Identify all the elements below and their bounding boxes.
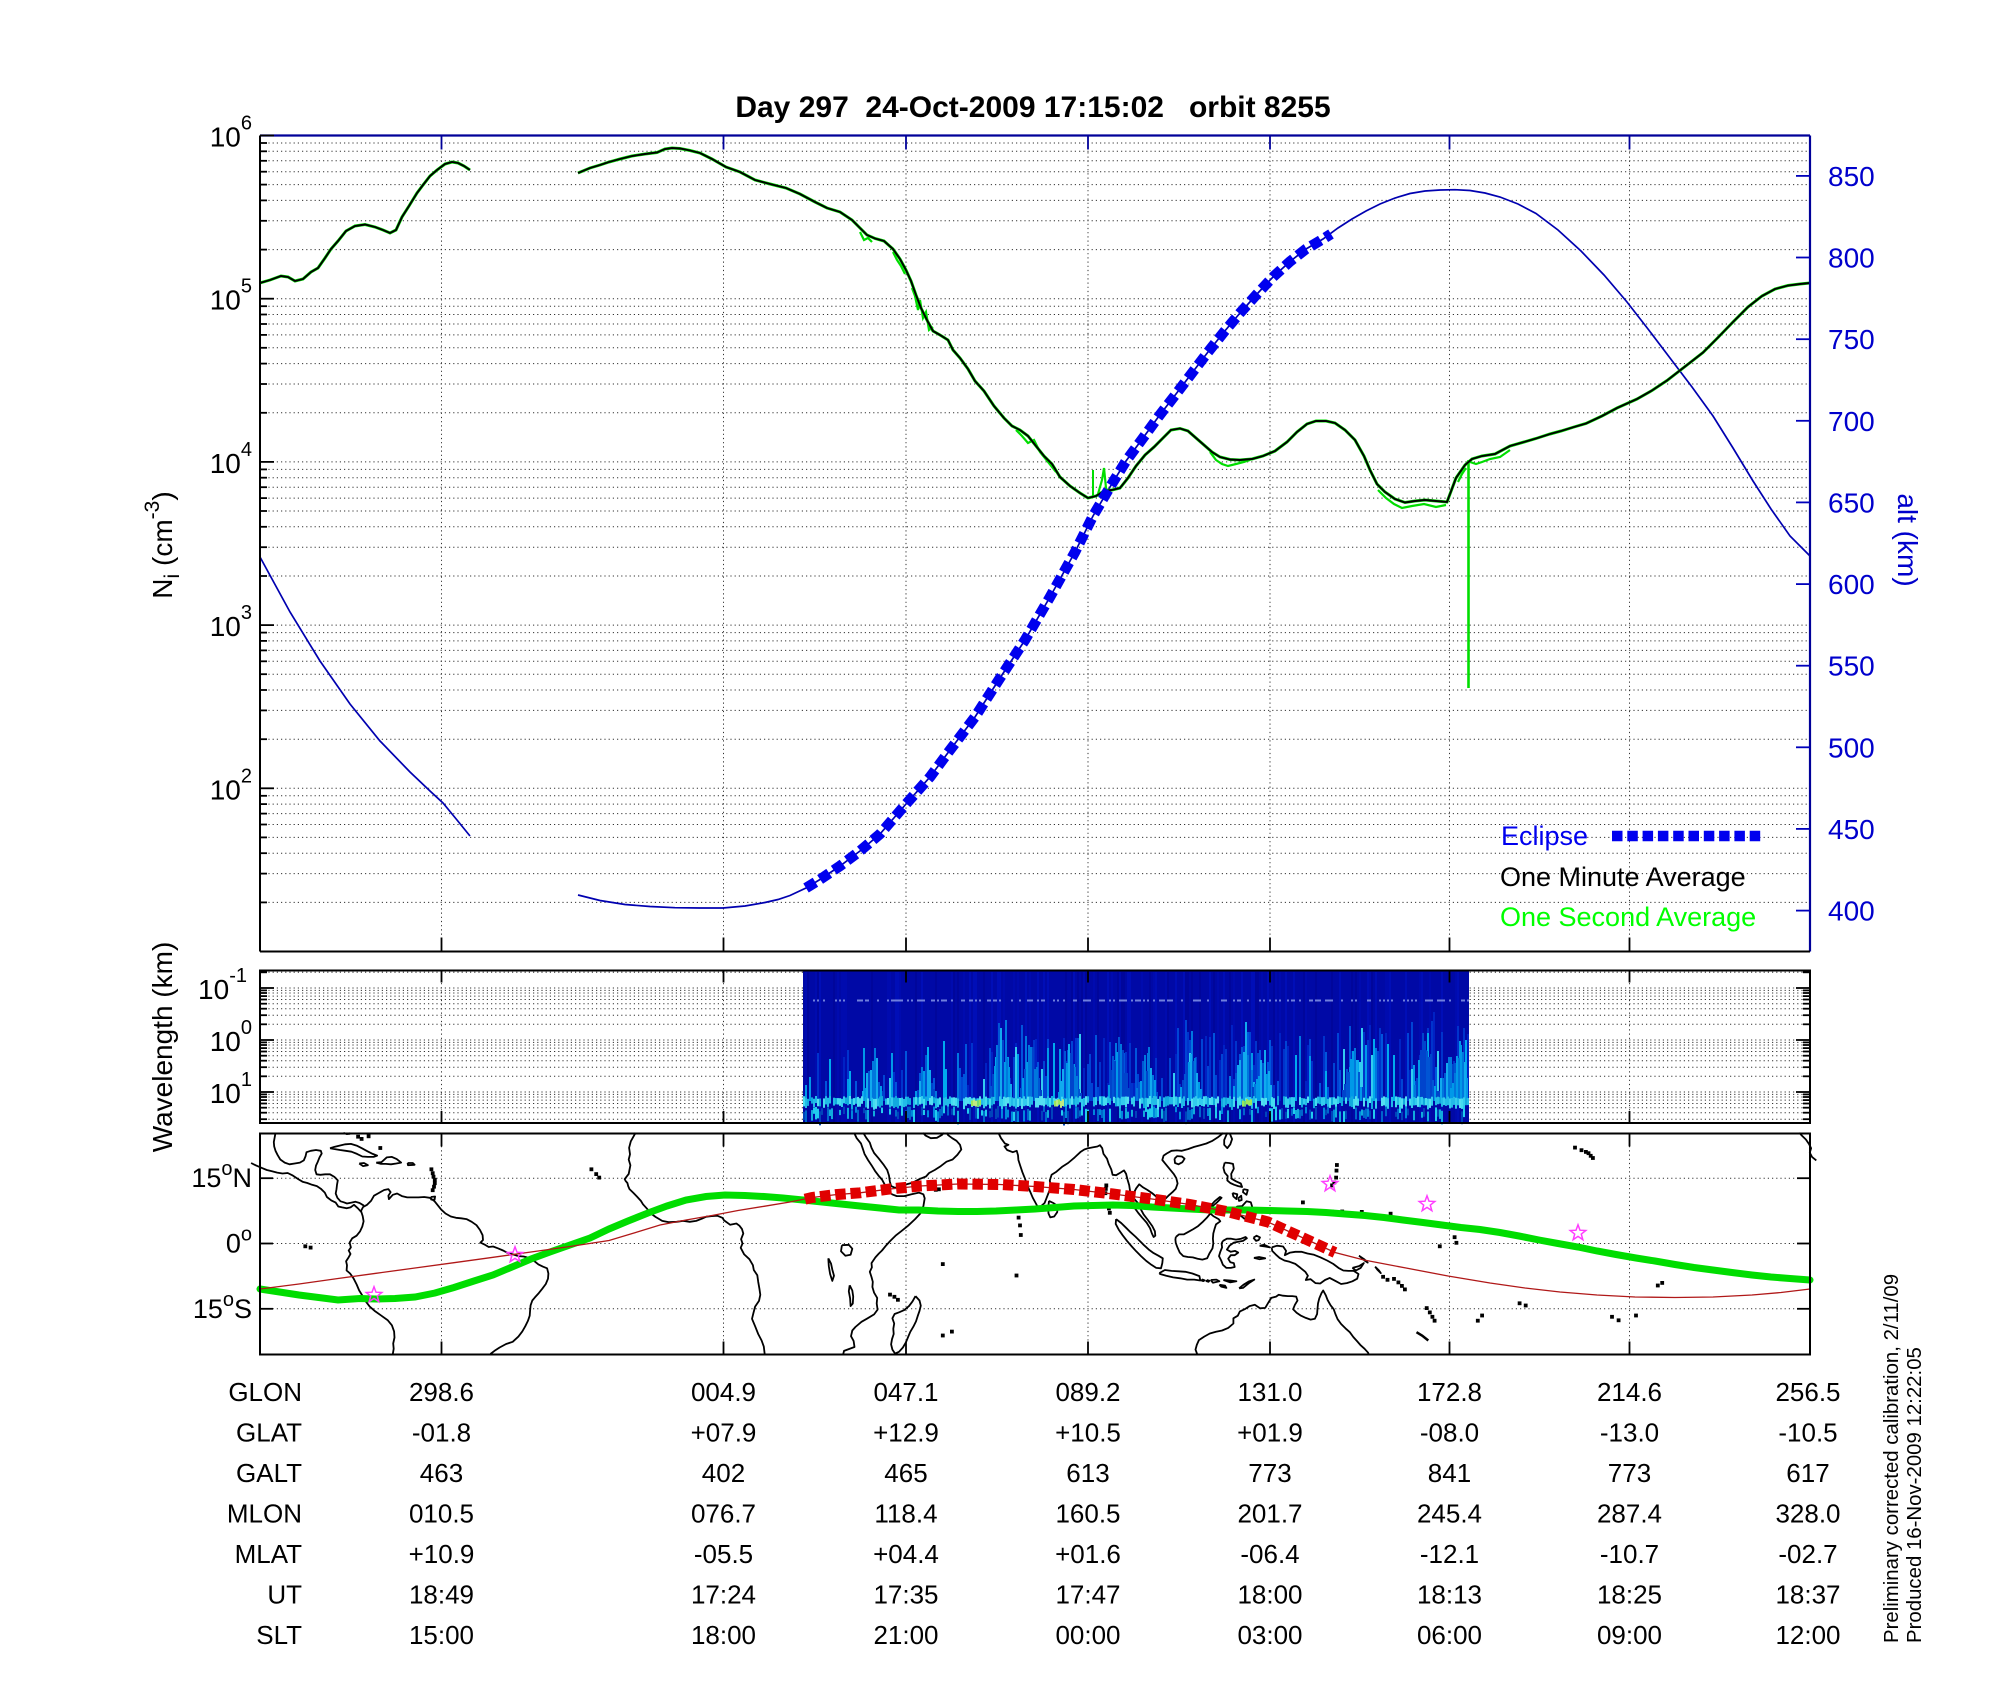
svg-text:4: 4	[241, 439, 252, 461]
svg-text:700: 700	[1828, 406, 1875, 437]
svg-text:-08.0: -08.0	[1420, 1418, 1479, 1448]
svg-text:5: 5	[241, 276, 252, 298]
svg-text:118.4: 118.4	[874, 1499, 937, 1529]
svg-text:841: 841	[1428, 1458, 1471, 1488]
svg-text:12:00: 12:00	[1775, 1620, 1840, 1650]
svg-text:09:00: 09:00	[1597, 1620, 1662, 1650]
svg-text:18:49: 18:49	[409, 1580, 474, 1610]
svg-text:617: 617	[1786, 1458, 1829, 1488]
svg-text:465: 465	[884, 1458, 927, 1488]
svg-text:00:00: 00:00	[1055, 1620, 1120, 1650]
svg-text:076.7: 076.7	[691, 1499, 756, 1529]
svg-text:alt (km): alt (km)	[1892, 493, 1923, 586]
svg-text:10: 10	[210, 774, 241, 805]
svg-text:18:00: 18:00	[691, 1620, 756, 1650]
svg-text:004.9: 004.9	[691, 1377, 756, 1407]
svg-text:One Minute Average: One Minute Average	[1500, 862, 1746, 892]
svg-text:21:00: 21:00	[873, 1620, 938, 1650]
svg-text:GALT: GALT	[236, 1458, 302, 1488]
svg-text:245.4: 245.4	[1417, 1499, 1482, 1529]
svg-text:SLT: SLT	[256, 1620, 302, 1650]
svg-text:-13.0: -13.0	[1600, 1418, 1659, 1448]
svg-text:-10.5: -10.5	[1778, 1418, 1837, 1448]
svg-text:10: 10	[210, 448, 241, 479]
svg-text:+04.4: +04.4	[873, 1539, 939, 1569]
svg-text:+01.6: +01.6	[1055, 1539, 1121, 1569]
svg-text:+10.5: +10.5	[1055, 1418, 1121, 1448]
svg-text:+12.9: +12.9	[873, 1418, 939, 1448]
svg-text:Preliminary corrected calibrat: Preliminary corrected calibration, 2/11/…	[1881, 1274, 1903, 1643]
svg-text:10: 10	[210, 285, 241, 316]
svg-text:06:00: 06:00	[1417, 1620, 1482, 1650]
svg-text:MLAT: MLAT	[235, 1539, 303, 1569]
svg-text:15oS: 15oS	[193, 1289, 252, 1324]
svg-text:Wavelength (km): Wavelength (km)	[147, 942, 178, 1153]
svg-text:+01.9: +01.9	[1237, 1418, 1303, 1448]
svg-text:214.6: 214.6	[1597, 1377, 1662, 1407]
svg-text:450: 450	[1828, 814, 1875, 845]
svg-text:1: 1	[241, 1069, 252, 1091]
svg-text:-12.1: -12.1	[1420, 1539, 1479, 1569]
svg-text:047.1: 047.1	[873, 1377, 938, 1407]
svg-text:298.6: 298.6	[409, 1377, 474, 1407]
svg-text:550: 550	[1828, 651, 1875, 682]
svg-text:131.0: 131.0	[1237, 1377, 1302, 1407]
svg-text:UT: UT	[267, 1580, 302, 1610]
svg-text:Produced 16-Nov-2009 12:22:05: Produced 16-Nov-2009 12:22:05	[1904, 1347, 1926, 1643]
svg-text:18:13: 18:13	[1417, 1580, 1482, 1610]
svg-text:256.5: 256.5	[1775, 1377, 1840, 1407]
svg-text:201.7: 201.7	[1237, 1499, 1302, 1529]
svg-text:-1: -1	[229, 965, 247, 987]
svg-text:Day 297 24-Oct-2009 17:15:02: Day 297 24-Oct-2009 17:15:02 orbit 8255	[735, 91, 1330, 124]
svg-text:17:24: 17:24	[691, 1580, 756, 1610]
svg-text:2: 2	[241, 765, 252, 787]
svg-text:-01.8: -01.8	[412, 1418, 471, 1448]
svg-text:-05.5: -05.5	[694, 1539, 753, 1569]
svg-text:17:47: 17:47	[1055, 1580, 1120, 1610]
svg-text:10: 10	[210, 611, 241, 642]
svg-text:MLON: MLON	[227, 1499, 302, 1529]
svg-text:10: 10	[210, 1026, 241, 1057]
svg-text:3: 3	[241, 602, 252, 624]
svg-text:10: 10	[198, 974, 229, 1005]
svg-text:Eclipse: Eclipse	[1501, 821, 1588, 851]
svg-text:+10.9: +10.9	[409, 1539, 475, 1569]
svg-text:500: 500	[1828, 732, 1875, 763]
svg-text:10: 10	[210, 1078, 241, 1109]
svg-text:750: 750	[1828, 324, 1875, 355]
svg-text:-10.7: -10.7	[1600, 1539, 1659, 1569]
svg-text:GLAT: GLAT	[236, 1418, 302, 1448]
svg-text:18:00: 18:00	[1237, 1580, 1302, 1610]
svg-text:18:25: 18:25	[1597, 1580, 1662, 1610]
svg-text:15:00: 15:00	[409, 1620, 474, 1650]
svg-text:18:37: 18:37	[1775, 1580, 1840, 1610]
svg-text:6: 6	[241, 113, 252, 135]
svg-text:773: 773	[1248, 1458, 1291, 1488]
svg-text:-02.7: -02.7	[1778, 1539, 1837, 1569]
svg-text:GLON: GLON	[228, 1377, 302, 1407]
svg-text:400: 400	[1828, 896, 1875, 927]
svg-text:160.5: 160.5	[1055, 1499, 1120, 1529]
svg-text:0: 0	[241, 1017, 252, 1039]
svg-text:650: 650	[1828, 487, 1875, 518]
svg-text:172.8: 172.8	[1417, 1377, 1482, 1407]
svg-text:+07.9: +07.9	[691, 1418, 757, 1448]
svg-text:-06.4: -06.4	[1240, 1539, 1299, 1569]
svg-text:773: 773	[1608, 1458, 1651, 1488]
svg-text:010.5: 010.5	[409, 1499, 474, 1529]
svg-text:089.2: 089.2	[1055, 1377, 1120, 1407]
svg-text:613: 613	[1066, 1458, 1109, 1488]
svg-text:10: 10	[210, 122, 241, 153]
svg-text:Ni (cm-3): Ni (cm-3)	[141, 491, 184, 598]
svg-text:One Second Average: One Second Average	[1500, 902, 1756, 932]
svg-text:402: 402	[702, 1458, 745, 1488]
svg-text:600: 600	[1828, 569, 1875, 600]
svg-text:850: 850	[1828, 161, 1875, 192]
svg-text:328.0: 328.0	[1775, 1499, 1840, 1529]
svg-text:17:35: 17:35	[873, 1580, 938, 1610]
svg-text:287.4: 287.4	[1597, 1499, 1662, 1529]
svg-text:463: 463	[420, 1458, 463, 1488]
svg-text:03:00: 03:00	[1237, 1620, 1302, 1650]
svg-text:800: 800	[1828, 243, 1875, 274]
